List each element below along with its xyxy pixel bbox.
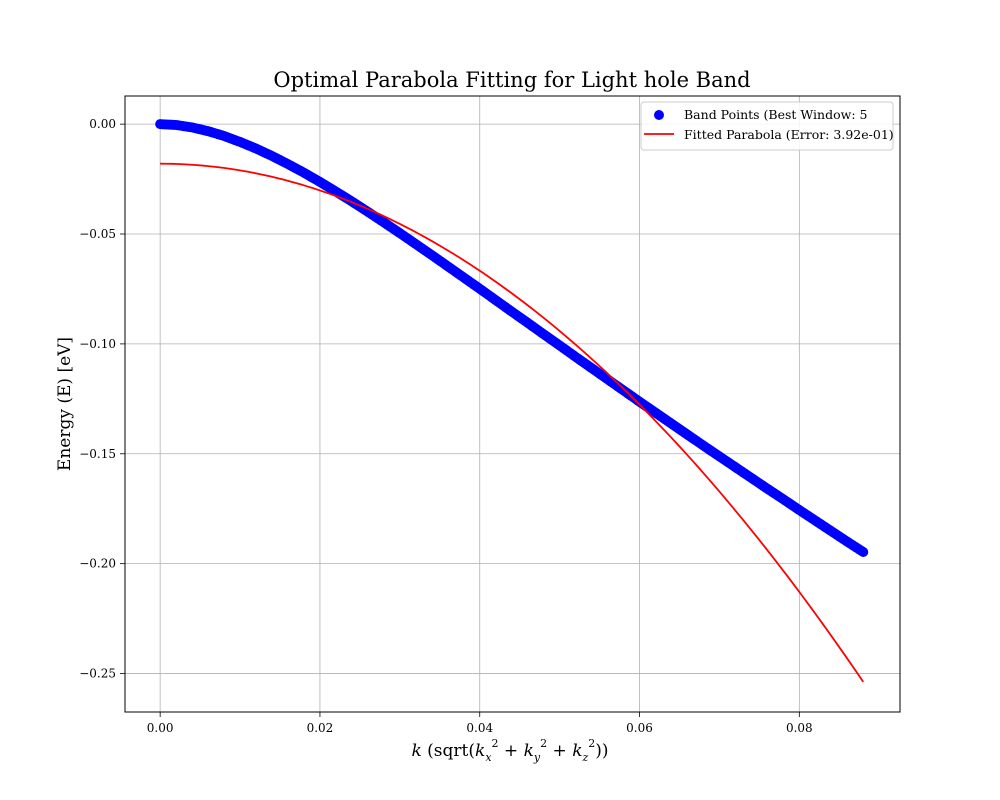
y-tick-label: −0.20: [79, 557, 116, 571]
fitted-parabola-line: [160, 162, 864, 683]
y-tick-label: −0.10: [79, 337, 116, 351]
y-tick-label: −0.15: [79, 447, 116, 461]
x-axis-label: k (sqrt(kx2 + ky2 + kz2)): [411, 737, 608, 764]
y-axis-label: Energy (E) [eV]: [55, 337, 75, 471]
chart-title: Optimal Parabola Fitting for Light hole …: [273, 68, 750, 92]
x-tick-label: 0.08: [786, 721, 813, 735]
x-tick-label: 0.06: [626, 721, 653, 735]
y-tick-label: −0.25: [79, 667, 116, 681]
plot-area: [155, 119, 869, 683]
legend-box: [640, 101, 894, 151]
plot-frame: [124, 95, 901, 713]
legend-label-fitted-parabola: Fitted Parabola (Error: 3.92e-01): [684, 127, 894, 142]
y-tick-label: 0.00: [89, 117, 116, 131]
x-tick-label: 0.00: [147, 721, 174, 735]
legend-label-band-points: Band Points (Best Window: 5: [684, 107, 867, 122]
x-tick-label: 0.02: [307, 721, 334, 735]
band-point: [858, 547, 869, 558]
y-tick-label: −0.05: [79, 227, 116, 241]
legend-marker-band-points: [654, 110, 664, 120]
legend: Band Points (Best Window: 5 Fitted Parab…: [640, 101, 894, 151]
grid: [125, 96, 900, 712]
x-tick-label: 0.04: [466, 721, 493, 735]
axis-ticks: 0.00 0.02 0.04 0.06 0.08 0.00 −0.05 −0.10 −0.15 −…: [79, 117, 812, 735]
